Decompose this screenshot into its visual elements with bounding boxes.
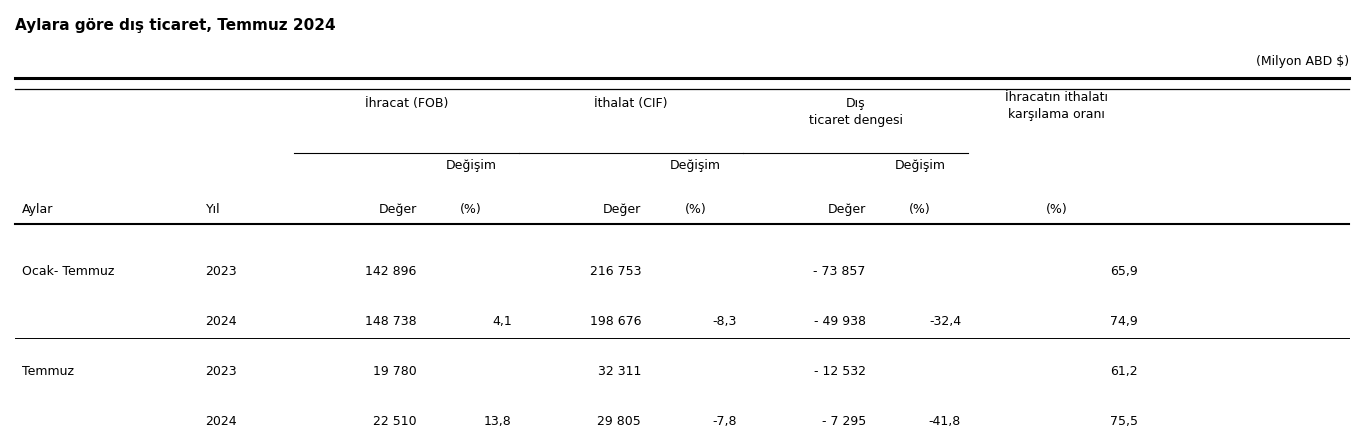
Text: (%): (%) [910,203,932,216]
Text: -7,8: -7,8 [712,415,737,428]
Text: 2023: 2023 [206,365,237,378]
Text: (Milyon ABD $): (Milyon ABD $) [1256,55,1349,68]
Text: (%): (%) [1045,203,1067,216]
Text: 32 311: 32 311 [597,365,641,378]
Text: Yıl: Yıl [206,203,220,216]
Text: - 49 938: - 49 938 [814,315,866,329]
Text: (%): (%) [685,203,707,216]
Text: İhracatın ithalatı
karşılama oranı: İhracatın ithalatı karşılama oranı [1005,91,1108,121]
Text: - 7 295: - 7 295 [821,415,866,428]
Text: Ocak- Temmuz: Ocak- Temmuz [22,265,115,279]
Text: - 73 857: - 73 857 [813,265,866,279]
Text: Aylara göre dış ticaret, Temmuz 2024: Aylara göre dış ticaret, Temmuz 2024 [15,18,336,33]
Text: 4,1: 4,1 [492,315,512,329]
Text: -8,3: -8,3 [712,315,737,329]
Text: 148 738: 148 738 [366,315,416,329]
Text: Değer: Değer [603,203,641,216]
Text: Değer: Değer [378,203,416,216]
Text: 74,9: 74,9 [1110,315,1138,329]
Text: Dış
ticaret dengesi: Dış ticaret dengesi [809,97,903,127]
Text: 2024: 2024 [206,315,237,329]
Text: 2024: 2024 [206,415,237,428]
Text: 13,8: 13,8 [484,415,512,428]
Text: Değer: Değer [828,203,866,216]
Text: 61,2: 61,2 [1110,365,1138,378]
Text: -32,4: -32,4 [929,315,962,329]
Text: Aylar: Aylar [22,203,53,216]
Text: Değişim: Değişim [670,160,722,172]
Text: (%): (%) [460,203,481,216]
Text: 75,5: 75,5 [1110,415,1138,428]
Text: 29 805: 29 805 [597,415,641,428]
Text: -41,8: -41,8 [929,415,962,428]
Text: İhracat (FOB): İhracat (FOB) [364,97,447,110]
Text: 216 753: 216 753 [589,265,641,279]
Text: 22 510: 22 510 [372,415,416,428]
Text: İthalat (CIF): İthalat (CIF) [595,97,668,110]
Text: 65,9: 65,9 [1110,265,1138,279]
Text: Değişim: Değişim [446,160,496,172]
Text: 2023: 2023 [206,265,237,279]
Text: 198 676: 198 676 [589,315,641,329]
Text: 142 896: 142 896 [366,265,416,279]
Text: Temmuz: Temmuz [22,365,74,378]
Text: 19 780: 19 780 [372,365,416,378]
Text: - 12 532: - 12 532 [814,365,866,378]
Text: Değişim: Değişim [895,160,945,172]
